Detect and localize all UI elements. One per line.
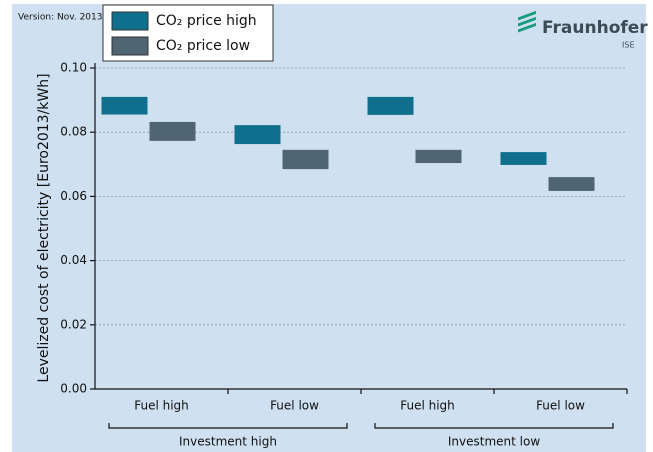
logo-icon [518, 10, 536, 33]
group-bracket [108, 423, 348, 429]
bar [500, 152, 547, 165]
legend-swatch [111, 36, 149, 56]
bar [101, 96, 148, 115]
legend-label: CO₂ price high [156, 13, 257, 29]
x-tick-label: Fuel low [536, 399, 585, 413]
group-label: Investment low [448, 435, 540, 449]
version-note: Version: Nov. 2013 [18, 13, 102, 23]
bar [282, 149, 329, 170]
x-tick-label: Fuel low [270, 399, 319, 413]
legend-label: CO₂ price low [156, 38, 250, 54]
logo-text: Fraunhofer [542, 18, 648, 38]
x-tick-label: Fuel high [134, 399, 189, 413]
logo-sub: ISE [622, 41, 635, 50]
bar [234, 125, 281, 145]
x-tick-label: Fuel high [400, 399, 455, 413]
legend-swatch [111, 11, 149, 31]
y-tick-label: 0.04 [60, 253, 87, 267]
bar [149, 121, 196, 141]
background [12, 4, 646, 452]
bar [415, 149, 462, 164]
y-tick-label: 0.08 [60, 125, 87, 139]
y-tick-label: 0.02 [60, 317, 87, 331]
bar [548, 177, 595, 191]
bar [367, 96, 414, 115]
y-axis-label: Levelized cost of electricity [Euro2013/… [36, 73, 52, 382]
y-tick-label: 0.06 [60, 189, 87, 203]
group-label: Investment high [179, 435, 277, 449]
y-tick-label: 0.10 [60, 61, 87, 75]
y-tick-label: 0.00 [60, 382, 87, 396]
group-bracket [374, 423, 614, 429]
